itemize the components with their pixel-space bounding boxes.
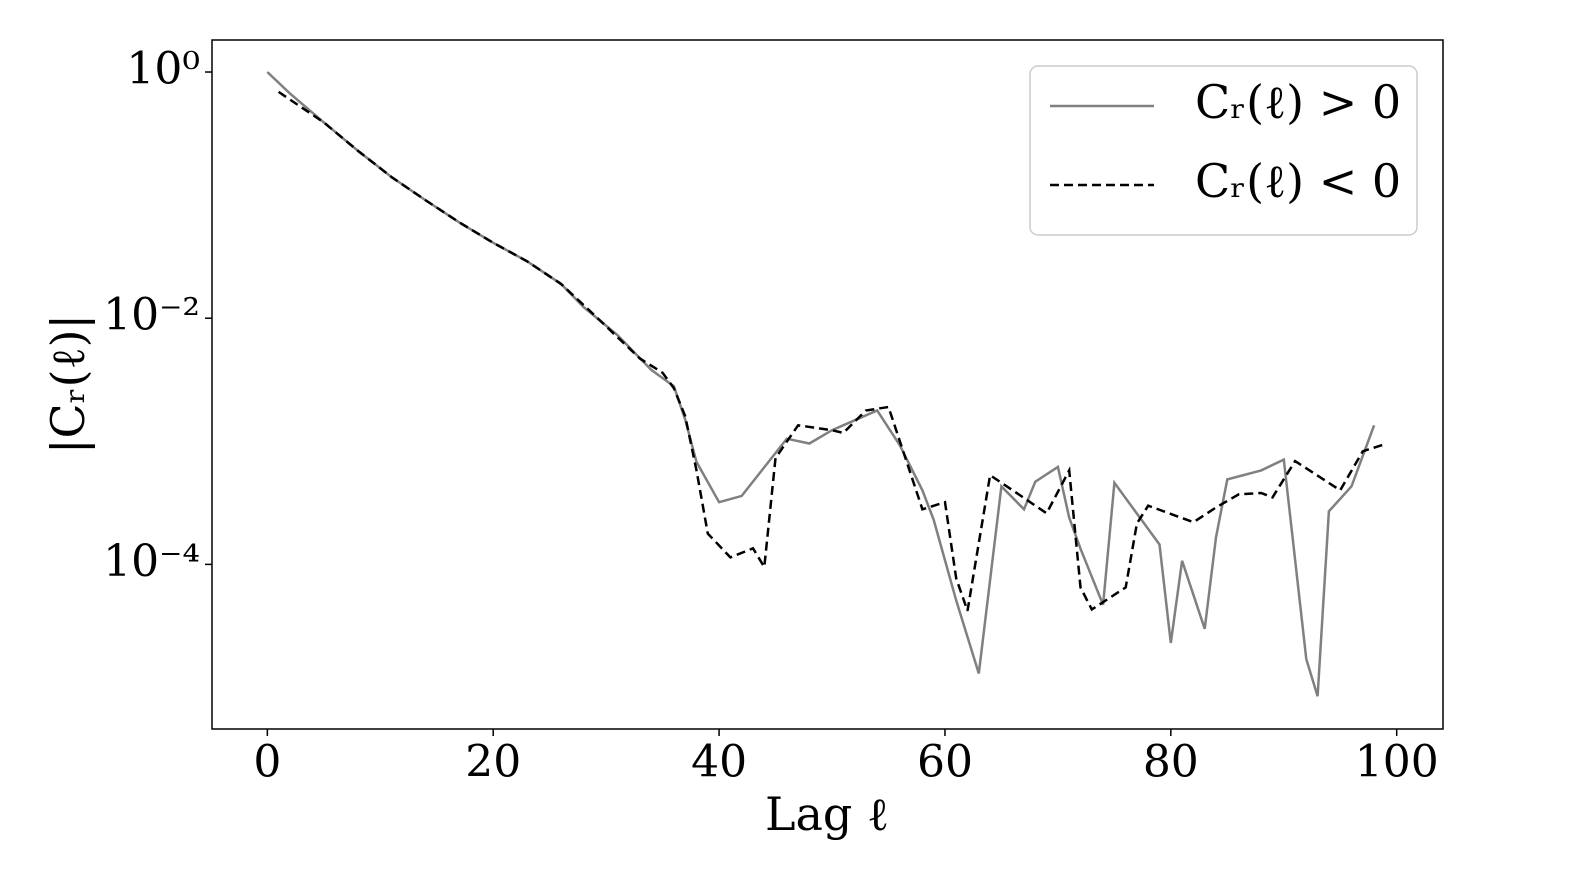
x-tick-label: 0 xyxy=(253,737,281,788)
x-tick-label: 40 xyxy=(691,737,747,788)
x-tick-label: 80 xyxy=(1143,737,1199,788)
x-tick-label: 20 xyxy=(465,737,521,788)
legend-box xyxy=(1029,65,1418,236)
x-tick-label: 100 xyxy=(1355,737,1439,788)
x-tick-label: 60 xyxy=(917,737,973,788)
y-tick-label: 10⁻² xyxy=(103,290,200,341)
legend-label: Cᵣ(ℓ) < 0 xyxy=(1195,154,1401,208)
series-line xyxy=(277,90,1386,612)
y-tick-label: 10⁻⁴ xyxy=(103,536,200,587)
plot-frame xyxy=(211,39,1444,730)
legend-label: Cᵣ(ℓ) > 0 xyxy=(1195,75,1401,129)
y-tick-label: 10⁰ xyxy=(126,44,200,95)
y-axis-label: |Cᵣ(ℓ)| xyxy=(41,314,95,454)
x-axis-label: Lag ℓ xyxy=(765,787,889,841)
